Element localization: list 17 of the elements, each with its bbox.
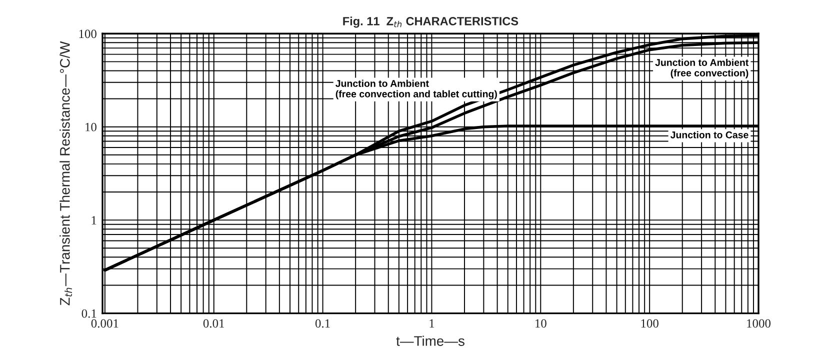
series-label: Junction to Case: [670, 131, 748, 138]
series-label: Junction to Ambient (free convection): [655, 58, 749, 78]
y-tick-label: 10: [86, 122, 96, 132]
y-tick-label: 1: [92, 216, 96, 224]
x-tick-label: 1000: [747, 319, 771, 328]
x-tick-label: 1: [430, 319, 434, 328]
y-tick-label: 100: [79, 30, 96, 38]
series-label: Junction to Ambient (free convection and tablet cutting): [336, 80, 497, 100]
x-tick-label: 10: [535, 319, 546, 328]
chart-title: Fig. 11 Z$_{th}$ CHARACTERISTICS: [343, 16, 518, 28]
x-tick-label: 0.01: [203, 319, 224, 328]
x-tick-label: 100: [641, 319, 658, 328]
x-tick-label: 0.001: [91, 319, 118, 328]
y-tick-label: 0.1: [82, 309, 96, 318]
x-tick-label: 0.1: [315, 319, 330, 328]
x-axis-title: t—Time—s: [396, 336, 464, 346]
y-axis-title: Z$_{th}$—Transient Thermal Resistance—°C/W: [60, 41, 72, 306]
